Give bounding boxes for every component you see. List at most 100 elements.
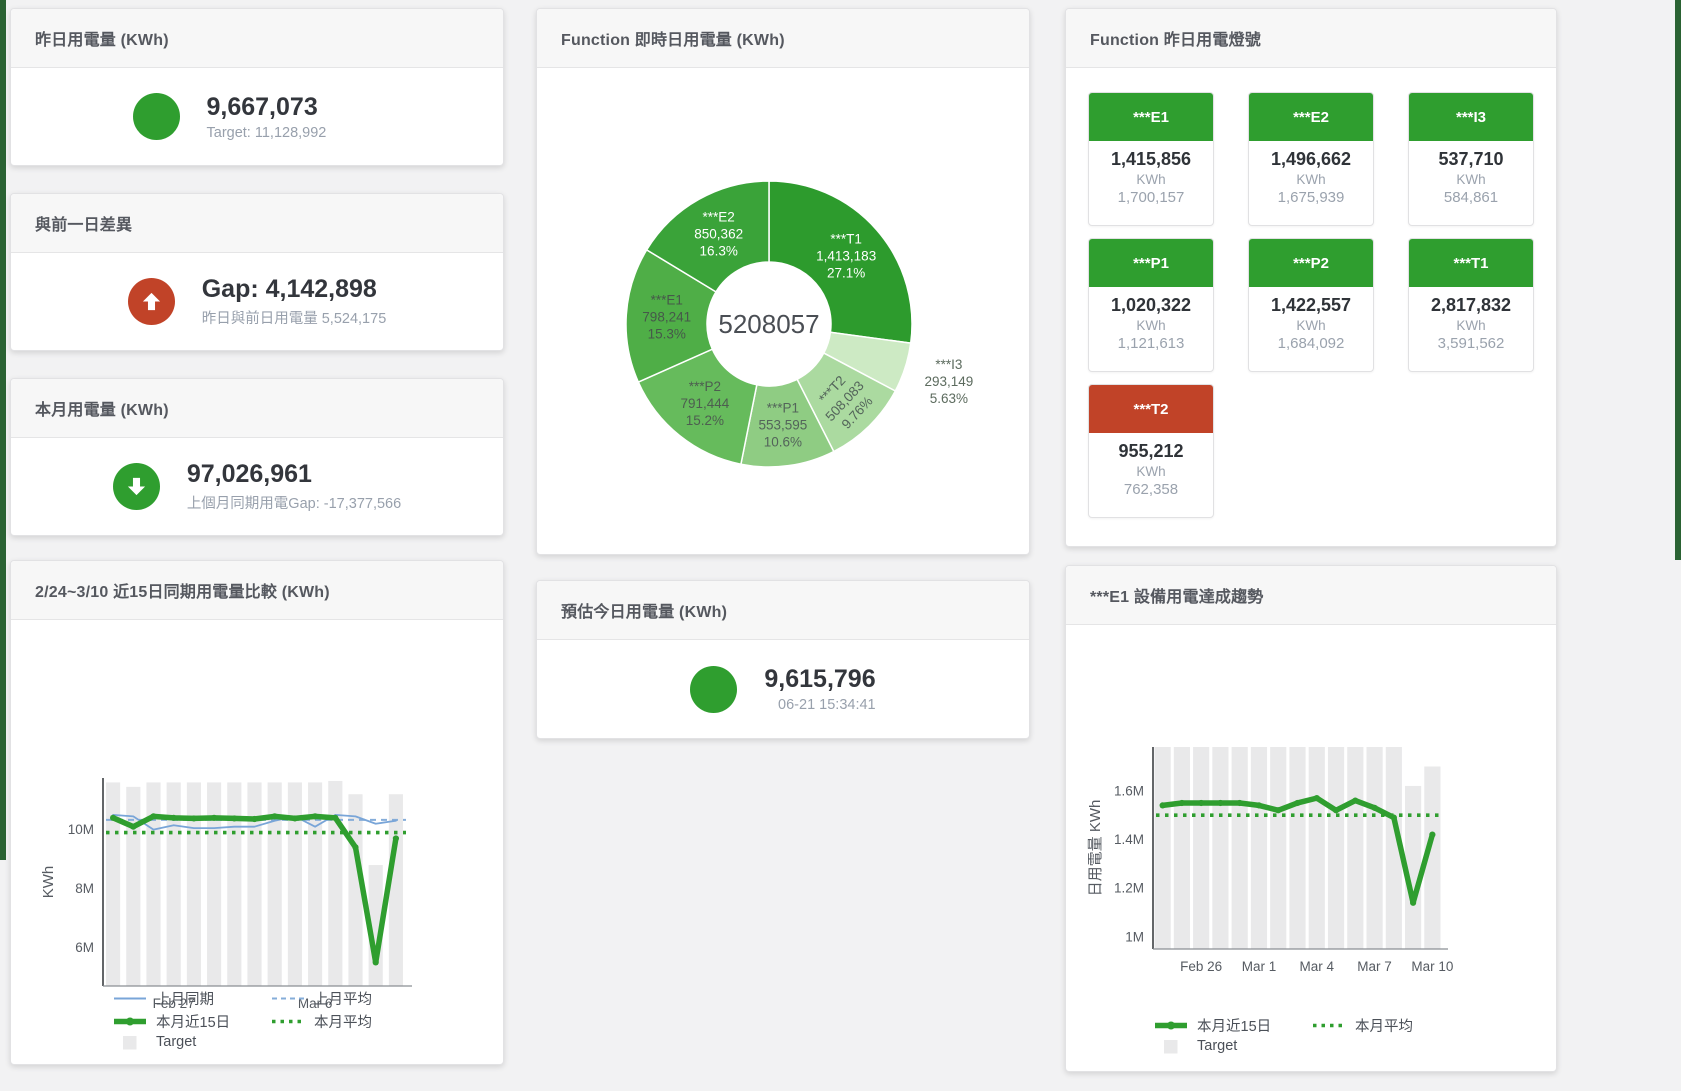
legend-swatch-icon [123,1035,137,1049]
card-title-text: Function 昨日用電燈號 [1090,32,1261,49]
light-tile[interactable]: ***T1 2,817,832 KWh 3,591,562 [1408,238,1534,372]
legend-item[interactable]: 本月近15日 [1154,1015,1312,1036]
svg-text:10M: 10M [68,822,94,837]
legend-item[interactable]: 本月近15日 [113,1011,271,1032]
donut-slice-label: ***P1 553,595 10.6% [759,401,808,450]
light-tile-name: ***P1 [1089,239,1213,287]
donut-slice-label: ***E2 850,362 16.3% [694,210,743,259]
legend-label: 本月近15日 [1197,1019,1272,1035]
stat-value: 9,615,796 [764,665,876,693]
legend-swatch-icon [114,997,146,1000]
card-e1-trend-chart: ***E1 設備用電達成趨勢 1M 1.2M 1.4M 1.6M Feb 26 Mar 1… [1065,565,1557,1072]
legend-label: 上月平均 [314,992,372,1008]
y-axis-label: KWh [40,866,57,899]
light-tile-name: ***E1 [1089,93,1213,141]
card-gap-previous-day: 與前一日差異 Gap: 4,142,898 昨日與前日用電量 5,524,175 [10,193,504,351]
light-tile-target: 762,358 [1123,481,1179,498]
legend-label: 本月平均 [1355,1019,1413,1035]
stat-subtext: 上個月同期用電Gap: -17,377,566 [186,496,402,512]
light-tile[interactable]: ***T2 955,212 KWh 762,358 [1088,384,1214,518]
light-tile-name: ***T1 [1409,239,1533,287]
legend-label: Target [1197,1038,1238,1054]
e1-trend-chart[interactable]: 1M 1.2M 1.4M 1.6M Feb 26 Mar 1 Mar 4 Mar 7 Mar 1… [1066,717,1554,985]
realtime-usage-donut-chart[interactable]: ***T1 1,413,183 27.1% ***I3 293,149 5.63% ***T… [537,68,1027,552]
legend-label: 本月近15日 [156,1015,231,1031]
svg-text:Feb 26: Feb 26 [1180,959,1222,974]
card-title-text: 與前一日差異 [35,217,133,234]
donut-slice-E2[interactable] [645,180,770,293]
svg-text:8M: 8M [75,881,94,896]
donut-slice-T1[interactable] [768,180,913,344]
light-tile-target: 1,684,092 [1277,335,1345,352]
light-tile[interactable]: ***I3 537,710 KWh 584,861 [1408,92,1534,226]
card-title-text: Function 即時日用電量 (KWh) [561,32,785,49]
legend-swatch-icon [114,1017,146,1026]
legend-label: 本月平均 [314,1015,372,1031]
light-tile-target: 1,121,613 [1117,335,1185,352]
light-tile-name: ***T2 [1089,385,1213,433]
status-ok-circle-icon [690,665,738,713]
stat-timestamp: 06-21 15:34:41 [778,697,876,713]
light-tile[interactable]: ***P2 1,422,557 KWh 1,684,092 [1248,238,1374,372]
page-edge-right [1675,0,1681,560]
light-tile-unit: KWh [1136,172,1166,187]
light-tile-unit: KWh [1296,318,1326,333]
svg-text:6M: 6M [75,940,94,955]
svg-text:Mar 4: Mar 4 [1300,959,1335,974]
card-title: ***E1 設備用電達成趨勢 [1066,566,1556,625]
donut-center-total: 5208057 [718,309,819,339]
light-tiles-grid: ***E1 1,415,856 KWh 1,700,157 ***E2 1,496,662… [1066,68,1556,518]
card-month-usage: 本月用電量 (KWh) 97,026,961 上個月同期用電Gap: -17,3… [10,378,504,536]
light-tile-name: ***E2 [1249,93,1373,141]
legend-swatch-icon [1313,1023,1345,1028]
light-tile-value: 1,496,662 [1270,149,1352,169]
legend-swatch-icon [1155,1021,1187,1030]
legend-item[interactable]: 上月同期 [113,988,271,1009]
stat-value: 9,667,073 [206,92,318,121]
light-tile-unit: KWh [1136,318,1166,333]
svg-text:Mar 7: Mar 7 [1357,959,1392,974]
card-15day-compare-chart: 2/24~3/10 近15日同期用電量比較 (KWh) 6M 8M 10M Feb 2… [10,560,504,1065]
light-tile-unit: KWh [1456,318,1486,333]
legend-item[interactable]: Target [113,1034,271,1050]
svg-text:1.2M: 1.2M [1114,881,1144,896]
card-yesterday-lights: Function 昨日用電燈號 ***E1 1,415,856 KWh 1,700,1… [1065,8,1557,547]
compare15-chart[interactable]: 6M 8M 10M Feb 27 Mar 6 KWh [11,770,501,1025]
light-tile-unit: KWh [1296,172,1326,187]
card-yesterday-usage: 昨日用電量 (KWh) 9,667,073 Target: 11,128,992 [10,8,504,166]
status-ok-circle-icon [132,93,180,140]
light-tile-name: ***P2 [1249,239,1373,287]
card-title: 本月用電量 (KWh) [11,379,503,438]
legend-item[interactable]: Target [1154,1038,1312,1054]
legend-swatch-icon [1164,1039,1178,1053]
card-title: 昨日用電量 (KWh) [11,9,503,68]
card-title-text: 預估今日用電量 (KWh) [561,604,728,621]
light-tile-value: 1,415,856 [1110,149,1192,169]
arrow-down-circle-icon [112,463,160,510]
light-tile[interactable]: ***P1 1,020,322 KWh 1,121,613 [1088,238,1214,372]
light-tile-value: 537,710 [1438,149,1504,169]
svg-text:Feb 27: Feb 27 [153,996,195,1011]
light-tile-value: 2,817,832 [1430,295,1512,315]
e1-trend-legend: 本月近15日 本月平均 Target [1066,1013,1556,1056]
svg-text:Mar 10: Mar 10 [1411,959,1453,974]
legend-item[interactable]: 本月平均 [271,1011,429,1032]
light-tile[interactable]: ***E1 1,415,856 KWh 1,700,157 [1088,92,1214,226]
card-title: 2/24~3/10 近15日同期用電量比較 (KWh) [11,561,503,620]
light-tile[interactable]: ***E2 1,496,662 KWh 1,675,939 [1248,92,1374,226]
arrow-up-circle-icon [127,278,175,325]
donut-slice-label: ***P2 791,444 15.2% [681,379,730,428]
light-tile-target: 584,861 [1443,189,1499,206]
legend-item[interactable]: 上月平均 [271,988,429,1009]
light-tile-unit: KWh [1456,172,1486,187]
donut-slice-label: ***T2508,0839.76% [810,366,879,435]
svg-text:1.6M: 1.6M [1114,783,1144,798]
legend-item[interactable]: 本月平均 [1312,1015,1470,1036]
light-tile-value: 1,422,557 [1270,295,1352,315]
legend-swatch-icon [272,997,304,1000]
light-tile-target: 3,591,562 [1437,335,1505,352]
stat-subtext: 昨日與前日用電量 5,524,175 [201,311,387,327]
card-title-text: 本月用電量 (KWh) [35,402,169,419]
legend-swatch-icon [272,1019,304,1024]
card-estimate-today: 預估今日用電量 (KWh) 9,615,796 06-21 15:34:41 [536,580,1030,739]
